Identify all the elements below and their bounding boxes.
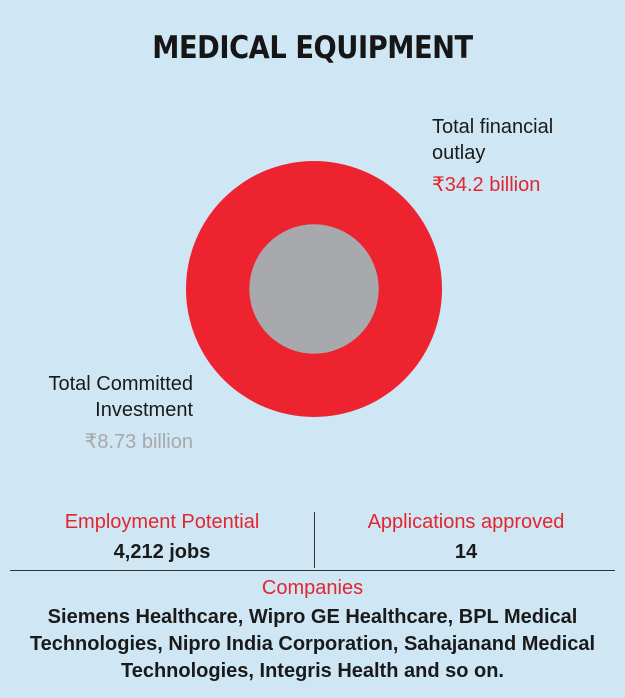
investment-label-line1: Total Committed — [48, 373, 194, 395]
outlay-label-line1: Total financial — [432, 116, 554, 138]
investment-label-line2: Investment — [95, 399, 193, 421]
investment-label: Total Committed Investment ₹8.73 billion — [0, 371, 194, 455]
investment-value: ₹8.73 billion — [84, 431, 193, 453]
outlay-label-line2: outlay — [432, 142, 486, 164]
employment-value: 4,212 jobs — [113, 541, 211, 563]
outlay-value: ₹34.2 billion — [432, 174, 541, 196]
chart-title: MEDICAL EQUIPMENT — [152, 30, 473, 66]
outlay-label: Total financial outlay ₹34.2 billion — [432, 114, 622, 198]
applications-stat: Applications approved 14 — [316, 509, 616, 565]
employment-stat: Employment Potential 4,212 jobs — [12, 509, 312, 565]
investment-circle — [249, 224, 379, 354]
companies-list: Siemens Healthcare, Wipro GE Healthcare,… — [29, 606, 596, 682]
employment-label: Employment Potential — [64, 511, 260, 533]
stat-divider — [314, 512, 315, 568]
companies-section: Companies Siemens Healthcare, Wipro GE H… — [10, 575, 615, 685]
section-divider — [10, 570, 615, 571]
applications-label: Applications approved — [367, 511, 565, 533]
applications-value: 14 — [454, 541, 478, 563]
companies-label: Companies — [261, 577, 364, 599]
